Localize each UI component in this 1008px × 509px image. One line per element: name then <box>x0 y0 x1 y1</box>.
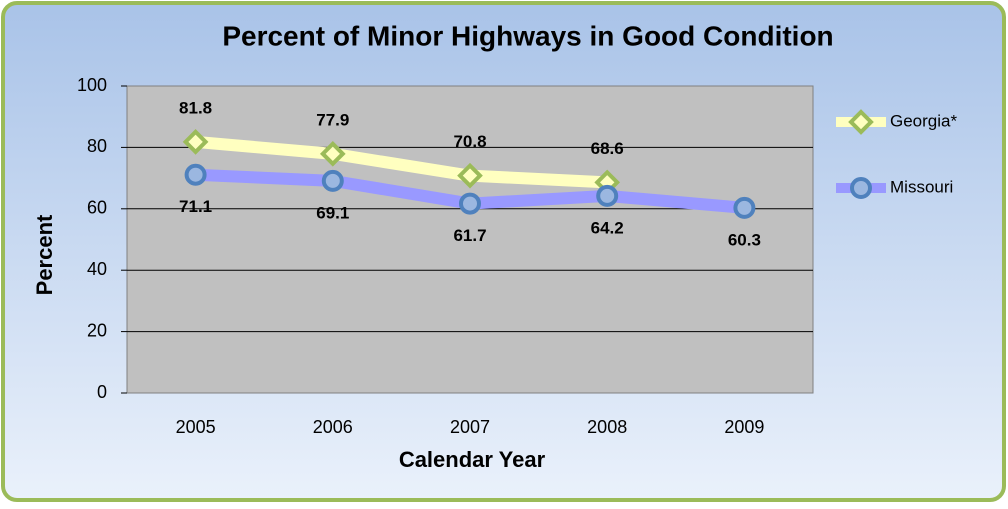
data-label: 71.1 <box>179 197 212 216</box>
data-label: 70.8 <box>453 132 486 151</box>
y-tick-label: 100 <box>77 75 107 95</box>
y-tick-label: 40 <box>87 259 107 279</box>
y-tick-label: 60 <box>87 198 107 218</box>
data-label: 69.1 <box>316 203 349 222</box>
data-label: 61.7 <box>453 226 486 245</box>
x-tick-label: 2007 <box>450 417 490 437</box>
data-label: 81.8 <box>179 98 212 117</box>
y-tick-label: 0 <box>97 382 107 402</box>
plot-area <box>126 85 814 394</box>
legend-label: Georgia* <box>890 111 957 130</box>
x-axis-label: Calendar Year <box>399 447 546 472</box>
point <box>184 163 207 186</box>
data-label: 77.9 <box>316 110 349 129</box>
point <box>848 109 874 135</box>
point <box>457 162 483 189</box>
point <box>321 169 344 192</box>
x-tick-label: 2006 <box>313 417 353 437</box>
data-label: 68.6 <box>591 139 624 158</box>
x-tick-label: 2005 <box>176 417 216 437</box>
point <box>733 196 756 219</box>
x-tick-label: 2009 <box>724 417 764 437</box>
chart-title: Percent of Minor Highways in Good Condit… <box>222 20 833 51</box>
point <box>459 192 481 215</box>
point <box>596 184 619 207</box>
series-line <box>195 135 608 189</box>
y-tick-label: 20 <box>87 320 107 340</box>
y-axis-label: Percent <box>32 214 57 295</box>
x-tick-label: 2008 <box>587 417 627 437</box>
legend-label: Missouri <box>890 177 953 196</box>
data-label: 64.2 <box>591 218 624 237</box>
point <box>850 177 872 199</box>
point <box>319 141 346 167</box>
data-label: 60.3 <box>728 230 761 249</box>
point <box>182 129 209 155</box>
y-tick-label: 80 <box>87 136 107 156</box>
